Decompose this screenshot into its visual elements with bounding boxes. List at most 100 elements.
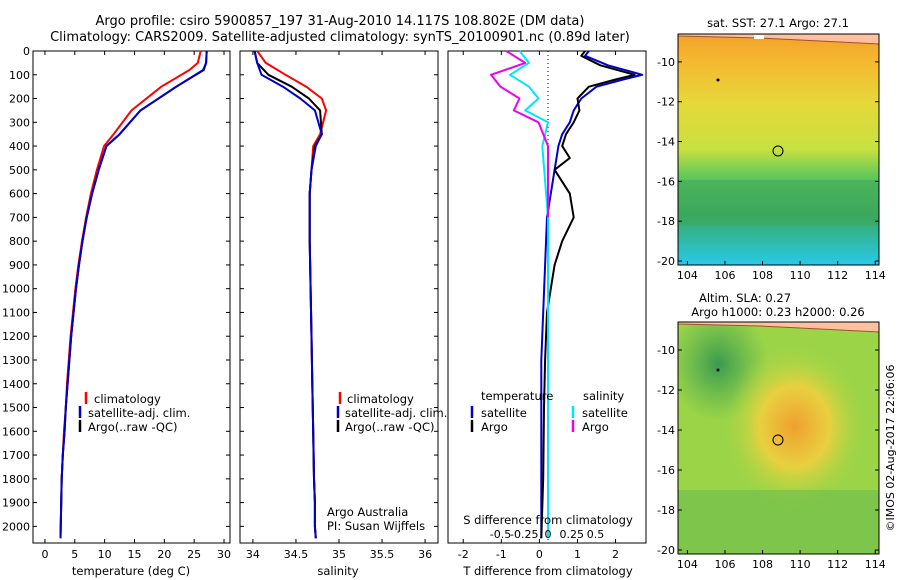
x-tick-label: 1 bbox=[574, 548, 581, 561]
sst-map-panel: sat. SST: 27.1 Argo: 27.1 -10-12-14-16-1… bbox=[657, 16, 886, 282]
depth-tick-label: 700 bbox=[9, 211, 30, 224]
header-line-1: Argo profile: csiro 5900857_197 31-Aug-2… bbox=[96, 14, 585, 29]
depth-tick-label: 1600 bbox=[2, 425, 30, 438]
legend-label-satellite-adj: satellite-adj. clim. bbox=[88, 406, 190, 420]
sla-map-frame bbox=[677, 321, 880, 555]
sla-y-ticks: -10 -12 -14 -16 -18 -20 bbox=[657, 344, 879, 557]
map-y-tick-label: -18 bbox=[657, 215, 675, 228]
difference-panel: -2 -1 0 1 2 S difference from climatology -0… bbox=[447, 50, 647, 578]
salinity-depth-ticks bbox=[240, 50, 438, 527]
depth-tick-label: 600 bbox=[9, 188, 30, 201]
difference-x-ticks: -2 -1 0 1 2 bbox=[458, 51, 619, 561]
map-x-tick-label: 110 bbox=[790, 558, 811, 571]
sla-map-subtitle: Argo h1000: 0.23 h2000: 0.26 bbox=[691, 305, 864, 319]
sla-high-anomaly bbox=[678, 322, 879, 554]
temperature-series bbox=[59, 50, 208, 539]
temperature-x-label: temperature (deg C) bbox=[72, 564, 190, 578]
sst-y-ticks: -10 -12 -14 -16 -18 -20 bbox=[657, 56, 879, 268]
depth-tick-label: 1100 bbox=[2, 306, 30, 319]
x-tick-label: 10 bbox=[98, 548, 112, 561]
footer-credit: ©IMOS 02-Aug-2017 22:06:06 bbox=[884, 365, 897, 532]
legend-title-salinity: salinity bbox=[583, 389, 624, 403]
credit-argo-australia: Argo Australia bbox=[327, 505, 408, 519]
sst-x-ticks: 104 106 108 110 112 114 bbox=[677, 261, 886, 282]
temperature-depth-ticks: 0 100 200 300 400 500 600 700 800 900 1000 1100 1200… bbox=[2, 45, 230, 533]
legend-label-sal-argo: Argo bbox=[582, 420, 609, 434]
map-y-tick-label: -14 bbox=[657, 136, 675, 149]
s-tick-label: 0.5 bbox=[587, 528, 605, 541]
map-x-tick-label: 108 bbox=[752, 558, 773, 571]
depth-tick-label: 200 bbox=[9, 93, 30, 106]
x-tick-label: 15 bbox=[127, 548, 141, 561]
depth-tick-label: 0 bbox=[23, 45, 30, 58]
depth-tick-label: 800 bbox=[9, 235, 30, 248]
map-y-tick-label: -20 bbox=[657, 255, 675, 268]
x-tick-label: 25 bbox=[187, 548, 201, 561]
salinity-legend: climatology satellite-adj. clim. Argo(..… bbox=[336, 392, 447, 434]
s-tick-label: 0 bbox=[545, 528, 552, 541]
legend-label-temp-argo: Argo bbox=[481, 420, 508, 434]
s-difference-label: S difference from climatology bbox=[463, 513, 633, 527]
legend-label-satellite-adj: satellite-adj. clim. bbox=[345, 406, 447, 420]
header-line-2: Climatology: CARS2009. Satellite-adjuste… bbox=[50, 30, 630, 45]
map-y-tick-label: -18 bbox=[657, 504, 675, 517]
map-y-tick-label: -14 bbox=[657, 424, 675, 437]
series-temp-satellite-line bbox=[540, 50, 644, 539]
x-tick-label: 2 bbox=[612, 548, 619, 561]
x-tick-label: 34.5 bbox=[284, 548, 309, 561]
salinity-plot-frame bbox=[239, 50, 439, 544]
legend-label-argo: Argo(..raw -QC) bbox=[88, 420, 178, 434]
depth-tick-label: 500 bbox=[9, 164, 30, 177]
map-y-tick-label: -20 bbox=[657, 544, 675, 557]
map-x-tick-label: 112 bbox=[827, 558, 848, 571]
map-x-tick-label: 112 bbox=[827, 269, 848, 282]
map-x-tick-label: 110 bbox=[790, 269, 811, 282]
legend-label-argo: Argo(..raw -QC) bbox=[345, 420, 435, 434]
salinity-x-ticks: 34 34.5 35 35.5 36 bbox=[246, 51, 432, 561]
x-tick-label: 0 bbox=[536, 548, 543, 561]
sla-map-panel: Altim. SLA: 0.27 Argo h1000: 0.23 h2000:… bbox=[657, 291, 886, 571]
depth-tick-label: 2000 bbox=[2, 520, 30, 533]
depth-tick-label: 1300 bbox=[2, 354, 30, 367]
series-satellite-adj-line bbox=[59, 50, 208, 539]
x-tick-label: -2 bbox=[458, 548, 469, 561]
series-satellite-adj-line bbox=[253, 50, 323, 539]
depth-tick-label: 400 bbox=[9, 140, 30, 153]
series-sal-satellite-line bbox=[509, 50, 549, 539]
map-x-tick-label: 106 bbox=[714, 269, 735, 282]
x-tick-label: 36 bbox=[418, 548, 432, 561]
x-tick-label: 30 bbox=[217, 548, 231, 561]
sla-x-ticks: 104 106 108 110 112 114 bbox=[677, 550, 886, 571]
s-tick-label: -0.25 bbox=[510, 528, 538, 541]
legend-label-climatology: climatology bbox=[94, 392, 161, 406]
legend-label-sal-satellite: satellite bbox=[582, 406, 628, 420]
legend-label-temp-satellite: satellite bbox=[481, 406, 527, 420]
depth-tick-label: 1400 bbox=[2, 378, 30, 391]
sst-map-frame bbox=[677, 33, 880, 266]
map-y-tick-label: -12 bbox=[657, 384, 675, 397]
t-difference-label: T difference from climatology bbox=[462, 564, 633, 578]
depth-tick-label: 300 bbox=[9, 116, 30, 129]
depth-tick-label: 1200 bbox=[2, 330, 30, 343]
map-y-tick-label: -16 bbox=[657, 464, 675, 477]
map-y-tick-label: -12 bbox=[657, 96, 675, 109]
sst-map-title: sat. SST: 27.1 Argo: 27.1 bbox=[707, 16, 849, 30]
sst-field bbox=[678, 34, 879, 265]
sst-island-marker bbox=[716, 78, 720, 82]
salinity-panel: 34 34.5 35 35.5 36 salinity climatology sate… bbox=[239, 50, 447, 578]
depth-tick-label: 1000 bbox=[2, 283, 30, 296]
map-x-tick-label: 104 bbox=[677, 269, 698, 282]
map-x-tick-label: 104 bbox=[677, 558, 698, 571]
series-temp-argo-line bbox=[540, 50, 636, 539]
temperature-legend: climatology satellite-adj. clim. Argo(..… bbox=[78, 392, 190, 434]
salinity-x-label: salinity bbox=[317, 564, 358, 578]
depth-tick-label: 1500 bbox=[2, 402, 30, 415]
difference-legend: temperature satellite Argo salinity sate… bbox=[470, 389, 628, 434]
sst-cool-band bbox=[678, 180, 879, 225]
legend-title-temperature: temperature bbox=[481, 389, 553, 403]
map-y-tick-label: -10 bbox=[657, 344, 675, 357]
sst-missing-data-patch bbox=[754, 35, 764, 39]
x-tick-label: 20 bbox=[157, 548, 171, 561]
x-tick-label: 34 bbox=[246, 548, 260, 561]
